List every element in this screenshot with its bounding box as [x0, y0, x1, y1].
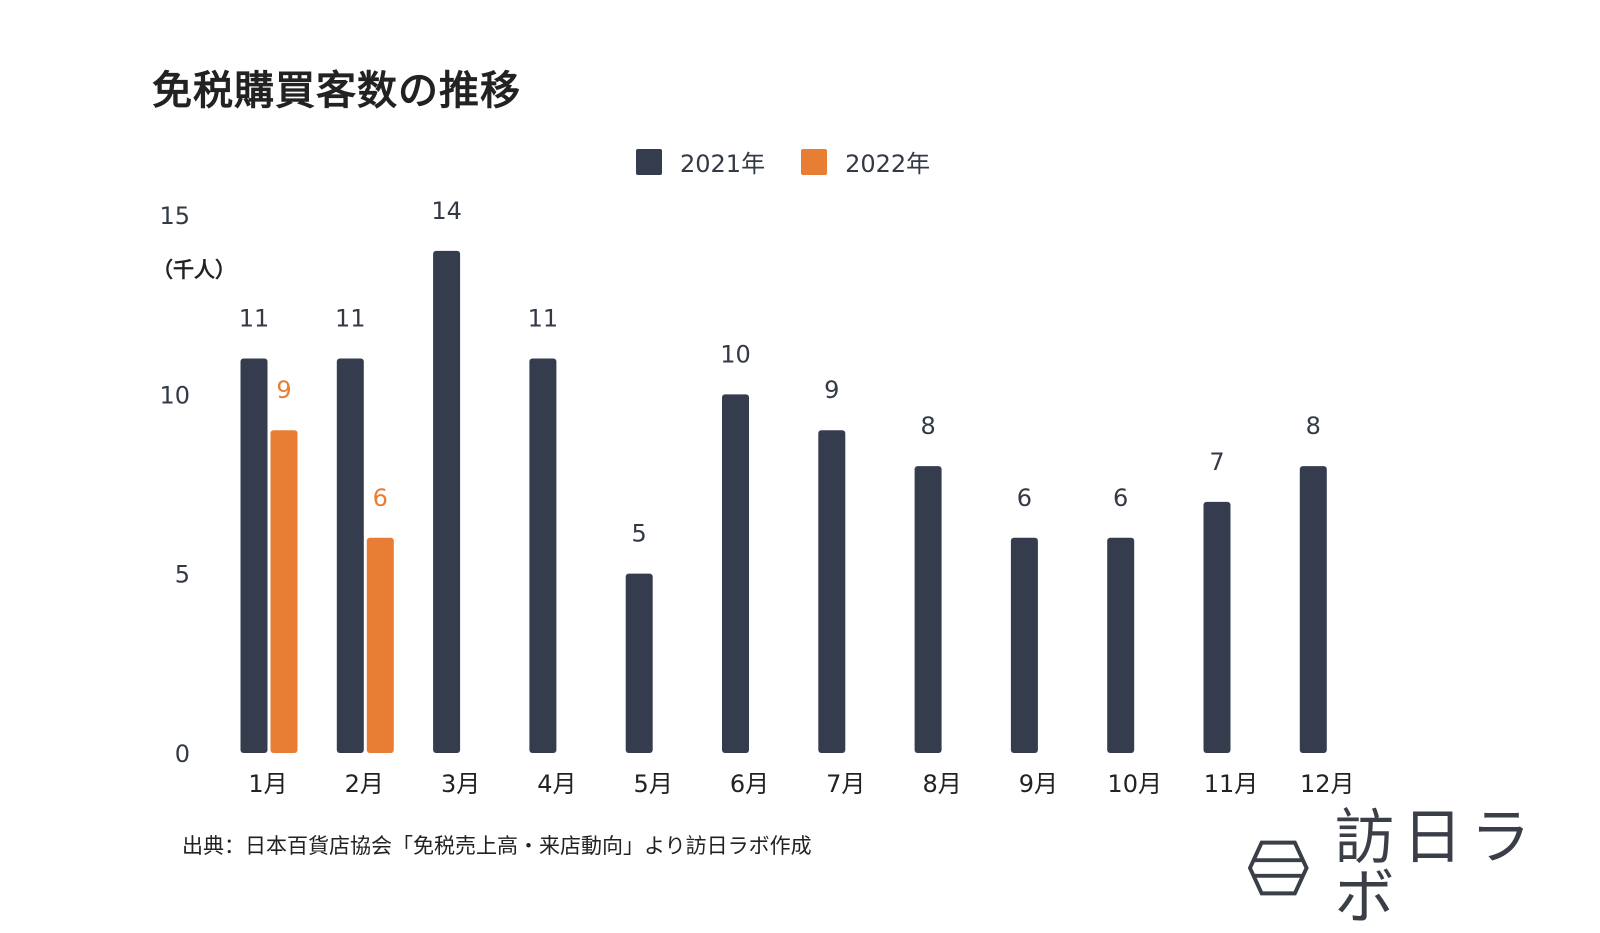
logo-icon	[1248, 840, 1309, 896]
x-tick-label: 12月	[1300, 770, 1355, 798]
data-label: 9	[276, 376, 291, 404]
data-label: 8	[920, 412, 935, 440]
bar-2021	[1107, 537, 1135, 753]
x-tick-label: 2月	[345, 770, 384, 798]
bar-2021	[529, 358, 557, 753]
data-label: 6	[1017, 484, 1032, 512]
data-label: 7	[1209, 448, 1224, 476]
data-label: 11	[528, 304, 559, 332]
data-label: 14	[431, 197, 462, 225]
legend-label-2021: 2021年	[680, 150, 766, 178]
data-label: 8	[1306, 412, 1321, 440]
x-tick-label: 7月	[826, 770, 865, 798]
legend: 2021年 2022年	[636, 144, 930, 179]
data-label: 6	[1113, 484, 1128, 512]
x-tick-label: 8月	[922, 770, 961, 798]
legend-swatch-2022	[801, 148, 828, 175]
source-note: 出典：日本百貨店協会「免税売上高・来店動向」より訪日ラボ作成	[182, 834, 812, 858]
x-tick-label: 11月	[1204, 770, 1259, 798]
logo-text: 訪日ラボ	[1334, 803, 1539, 933]
bar-2021	[625, 573, 653, 753]
x-tick-label: 4月	[537, 770, 576, 798]
y-tick-label: 0	[175, 740, 190, 768]
bar-2021	[818, 430, 846, 753]
bar-2021	[1203, 501, 1231, 753]
bar-2021	[914, 466, 942, 753]
data-label: 10	[720, 340, 751, 368]
bar-chart: 0 5 10 15 11 9 1月 11 6 2月 14 3月 11 4月 5 5月 10 6月 9 7月 8 8月 6 9月…	[159, 197, 1355, 798]
bar-2022	[270, 430, 298, 753]
bar-2021	[722, 394, 749, 753]
legend-item-2021: 2021年	[636, 144, 765, 179]
legend-item-2022: 2022年	[801, 144, 930, 179]
y-tick-label: 10	[159, 381, 190, 409]
legend-swatch-2021	[636, 148, 662, 175]
bar-2021	[433, 250, 461, 753]
bar-2021	[336, 358, 364, 753]
bar-2021	[1299, 466, 1327, 753]
y-axis-unit-label: （千人）	[152, 258, 236, 282]
bar-2021	[1010, 537, 1038, 753]
data-label: 11	[335, 304, 366, 332]
x-tick-label: 1月	[248, 770, 287, 798]
x-tick-label: 5月	[634, 770, 673, 798]
data-label: 9	[824, 376, 839, 404]
y-tick-label: 5	[175, 561, 190, 589]
bar-2022	[366, 537, 394, 753]
data-label: 5	[632, 520, 647, 548]
bar-2021	[240, 358, 268, 753]
x-tick-label: 6月	[730, 770, 769, 798]
chart-title: 免税購買客数の推移	[152, 68, 521, 114]
x-tick-label: 10月	[1107, 770, 1162, 798]
x-tick-label: 3月	[441, 770, 480, 798]
legend-label-2022: 2022年	[845, 150, 931, 178]
x-tick-label: 9月	[1019, 770, 1058, 798]
data-label: 6	[373, 484, 388, 512]
brand-logo: 訪日ラボ	[1248, 808, 1600, 928]
data-label: 11	[239, 304, 270, 332]
y-tick-label: 15	[159, 202, 190, 230]
